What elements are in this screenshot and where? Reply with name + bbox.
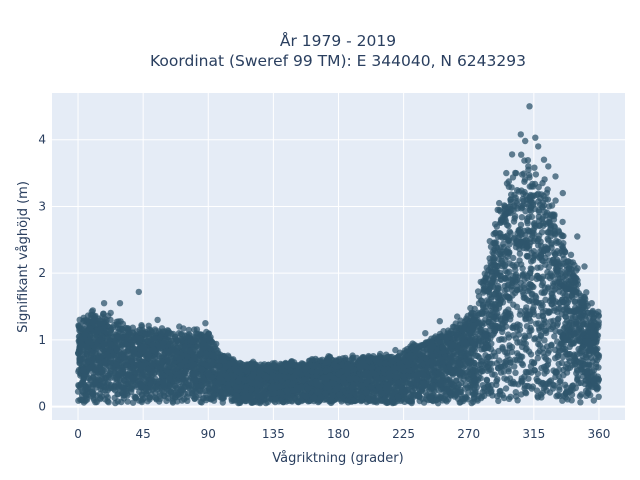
data-point (526, 280, 533, 288)
data-point (563, 369, 571, 376)
data-point (505, 368, 512, 375)
data-point (541, 370, 548, 377)
data-point (567, 251, 575, 258)
data-point (507, 276, 514, 284)
data-point (542, 196, 549, 203)
data-point (534, 393, 541, 400)
grid-lines (52, 93, 625, 420)
data-point (124, 398, 131, 405)
data-point (543, 387, 550, 394)
data-point (534, 349, 542, 357)
data-point (549, 296, 557, 303)
data-point (551, 333, 558, 340)
data-point (523, 296, 531, 303)
data-point (476, 354, 483, 361)
data-point (545, 357, 552, 364)
data-point (522, 389, 529, 396)
data-point (538, 257, 546, 264)
data-point (502, 317, 509, 324)
data-point (497, 369, 505, 376)
data-point (528, 385, 535, 392)
data-point (556, 386, 563, 393)
data-point (537, 332, 544, 339)
data-point (495, 313, 502, 320)
data-point (534, 264, 541, 271)
data-point (500, 240, 507, 247)
data-point (509, 174, 517, 181)
data-points (74, 103, 603, 407)
data-point (493, 381, 500, 388)
data-point (512, 289, 519, 297)
data-point (474, 288, 482, 295)
data-point (544, 235, 551, 242)
data-point (513, 261, 520, 268)
data-point (512, 271, 520, 278)
data-point (495, 397, 502, 405)
data-point (531, 359, 538, 366)
data-point (518, 171, 526, 178)
data-point (531, 164, 538, 171)
data-point (519, 272, 526, 279)
data-point (528, 369, 535, 376)
data-point (589, 316, 597, 323)
data-point (439, 344, 446, 351)
data-point (392, 346, 399, 354)
data-point (511, 215, 518, 222)
data-point (577, 399, 584, 406)
data-point (518, 343, 526, 351)
data-point (542, 296, 549, 303)
data-point (541, 176, 548, 183)
data-point (502, 385, 510, 392)
data-point (575, 337, 583, 345)
data-point (494, 284, 502, 292)
data-point (543, 189, 550, 197)
data-point (483, 264, 490, 271)
data-point (516, 322, 523, 329)
data-point (555, 360, 562, 368)
data-point (590, 397, 597, 404)
data-point (504, 352, 511, 360)
data-point (534, 355, 541, 362)
data-point (559, 218, 566, 226)
data-point (475, 327, 482, 334)
chart-title-line2: Koordinat (Sweref 99 TM): E 344040, N 62… (150, 52, 526, 70)
chart-title-line1: År 1979 - 2019 (280, 31, 396, 50)
data-point (484, 353, 492, 361)
data-point (512, 369, 519, 376)
data-point (118, 398, 125, 406)
data-point (483, 376, 490, 383)
data-point (518, 214, 526, 221)
data-point (595, 312, 602, 319)
data-point (532, 171, 540, 178)
data-point (552, 197, 559, 204)
data-point (523, 323, 531, 330)
data-point (526, 171, 533, 179)
data-point (535, 320, 542, 327)
data-point (507, 359, 514, 366)
data-point (514, 397, 521, 404)
data-point (514, 283, 521, 291)
